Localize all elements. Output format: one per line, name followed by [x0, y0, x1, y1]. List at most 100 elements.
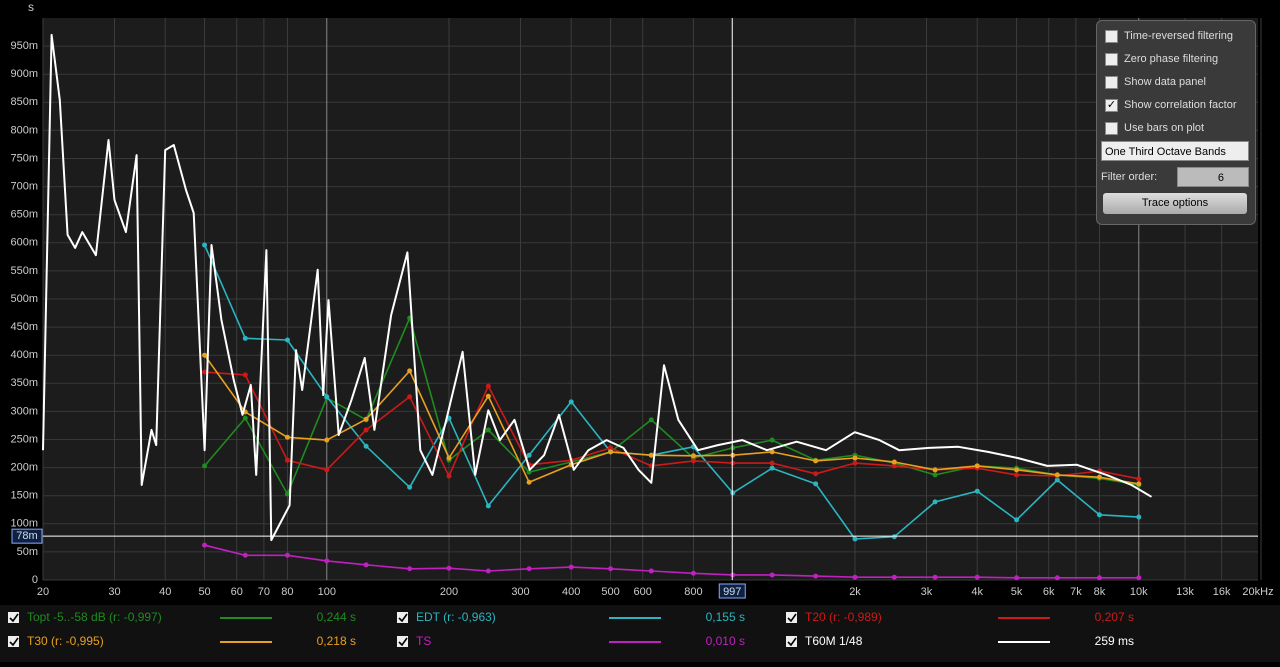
checkbox-row[interactable]: Use bars on plot [1105, 120, 1204, 136]
legend-name: EDT (r: -0,963) [416, 610, 496, 624]
data-point [485, 393, 491, 399]
data-point [1054, 477, 1060, 483]
x-tick-label: 300 [511, 586, 529, 598]
y-tick-label: 550m [10, 265, 38, 277]
data-point [363, 427, 369, 433]
data-point [769, 449, 775, 455]
x-tick-label: 20kHz [1242, 586, 1273, 598]
checkbox-label[interactable]: Zero phase filtering [1124, 53, 1219, 65]
legend-item: T60M 1/48 259 ms [786, 634, 1134, 648]
data-point [932, 467, 938, 473]
data-point [769, 465, 775, 471]
checkbox[interactable] [1105, 29, 1118, 43]
data-point [1054, 575, 1060, 581]
x-tick-label: 4k [971, 586, 983, 598]
data-point [974, 463, 980, 469]
data-point [1096, 575, 1102, 581]
data-point [648, 417, 654, 423]
legend-item: Topt -5..-58 dB (r: -0,997) 0,244 s [8, 610, 356, 624]
checkbox-row[interactable]: ✓ Show correlation factor [1105, 97, 1237, 113]
y-tick-label: 150m [10, 490, 38, 502]
legend-checkbox [786, 612, 797, 623]
checkbox-label[interactable]: Time-reversed filtering [1124, 30, 1234, 42]
checkbox-row[interactable]: Time-reversed filtering [1105, 28, 1233, 44]
data-point [568, 564, 574, 570]
data-point [1136, 476, 1142, 482]
legend-item: T30 (r: -0,995) 0,218 s [8, 634, 356, 648]
checkbox[interactable] [1105, 121, 1118, 135]
checkbox[interactable] [1105, 75, 1118, 89]
data-point [891, 534, 897, 540]
checkbox[interactable] [1105, 52, 1118, 66]
data-point [284, 337, 290, 343]
x-tick-label: 2k [849, 586, 861, 598]
data-point [324, 558, 330, 564]
data-point [730, 460, 736, 466]
y-tick-label: 50m [17, 546, 38, 558]
data-point [690, 570, 696, 576]
y-tick-label: 800m [10, 124, 38, 136]
checkbox-row[interactable]: Zero phase filtering [1105, 51, 1218, 67]
series-line [203, 354, 1139, 485]
data-point [769, 437, 775, 443]
data-point [974, 488, 980, 494]
data-point [1014, 517, 1020, 523]
data-point [526, 566, 532, 572]
data-point [648, 452, 654, 458]
y-tick-label: 450m [10, 321, 38, 333]
data-point [1014, 575, 1020, 581]
x-tick-label: 200 [440, 586, 458, 598]
series-line [204, 544, 1139, 579]
legend-value: 0,155 s [706, 610, 745, 624]
data-point [813, 471, 819, 477]
data-point [690, 453, 696, 459]
legend-value: 259 ms [1095, 634, 1134, 648]
data-point [730, 452, 736, 458]
data-point [485, 503, 491, 509]
data-point [485, 568, 491, 574]
checkbox-label[interactable]: Show correlation factor [1124, 99, 1237, 111]
filter-order-input[interactable]: 6 [1177, 167, 1249, 187]
data-point [813, 481, 819, 487]
data-point [284, 457, 290, 463]
legend-bg [0, 605, 1280, 662]
data-point [446, 473, 452, 479]
control-panel: Time-reversed filtering Zero phase filter… [1096, 20, 1256, 225]
data-point [1014, 467, 1020, 473]
y-axis-label: s [28, 0, 34, 14]
x-tick-label: 50 [198, 586, 210, 598]
data-point [769, 572, 775, 578]
data-point [813, 458, 819, 464]
dropdown-value[interactable]: One Third Octave Bands [1105, 146, 1226, 158]
bands-dropdown[interactable]: One Third Octave Bands [1101, 141, 1249, 161]
legend-value: 0,207 s [1095, 610, 1134, 624]
checkbox-row[interactable]: Show data panel [1105, 74, 1206, 90]
data-point [407, 566, 413, 572]
checkbox[interactable]: ✓ [1105, 98, 1118, 112]
data-point [284, 434, 290, 440]
data-point [730, 445, 736, 451]
data-point [608, 566, 614, 572]
x-tick-label: 40 [159, 586, 171, 598]
check-mark [787, 613, 797, 623]
x-tick-label: 20 [37, 586, 49, 598]
data-point [202, 352, 208, 358]
x-tick-label: 600 [634, 586, 652, 598]
data-point [526, 469, 532, 475]
data-point [485, 383, 491, 389]
y-tick-label: 500m [10, 293, 38, 305]
checkbox-label[interactable]: Use bars on plot [1124, 122, 1205, 134]
y-tick-label: 900m [10, 68, 38, 80]
checkbox-label[interactable]: Show data panel [1124, 76, 1206, 88]
legend-item: T20 (r: -0,989) 0,207 s [786, 610, 1134, 624]
data-point [608, 445, 614, 451]
data-point [485, 427, 491, 433]
x-tick-label: 80 [281, 586, 293, 598]
data-point [242, 372, 248, 378]
data-point [932, 499, 938, 505]
legend-name: TS [416, 634, 431, 648]
legend-checkbox [8, 612, 19, 623]
trace-options-button[interactable]: Trace options [1103, 193, 1247, 214]
